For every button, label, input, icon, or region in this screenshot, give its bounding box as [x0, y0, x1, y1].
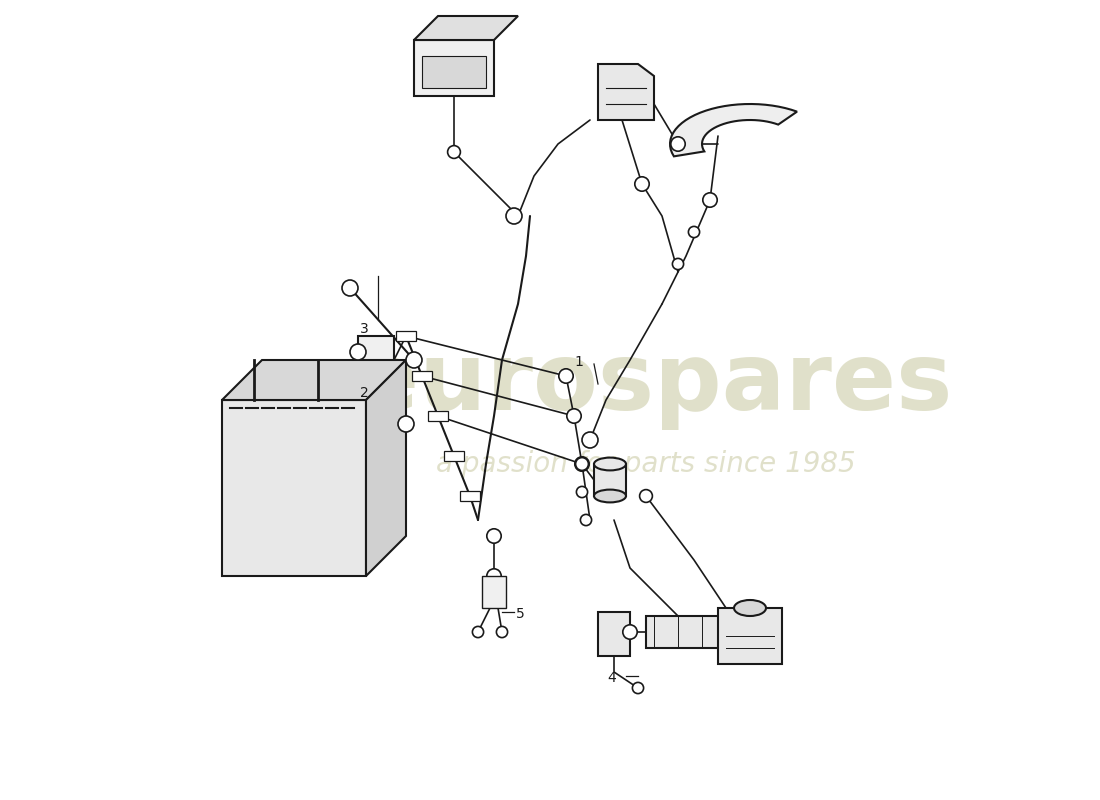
Ellipse shape: [594, 490, 626, 502]
Polygon shape: [366, 360, 406, 576]
Bar: [444, 451, 463, 461]
Circle shape: [575, 458, 589, 470]
Polygon shape: [670, 104, 798, 156]
Circle shape: [689, 226, 700, 238]
Circle shape: [639, 490, 652, 502]
Bar: [412, 371, 431, 381]
Circle shape: [623, 625, 637, 639]
FancyBboxPatch shape: [422, 56, 486, 88]
Circle shape: [672, 258, 683, 270]
Circle shape: [350, 344, 366, 360]
Circle shape: [671, 137, 685, 151]
Circle shape: [487, 529, 502, 543]
Text: 5: 5: [516, 607, 525, 622]
Circle shape: [575, 457, 590, 471]
Circle shape: [632, 682, 644, 694]
Circle shape: [496, 626, 507, 638]
Bar: [594, 464, 626, 496]
Polygon shape: [414, 16, 518, 40]
Circle shape: [559, 369, 573, 383]
Circle shape: [487, 569, 502, 583]
Bar: [598, 612, 630, 656]
Polygon shape: [222, 360, 406, 400]
Bar: [396, 331, 416, 341]
Text: 2: 2: [360, 386, 368, 399]
Text: a passion for parts since 1985: a passion for parts since 1985: [437, 450, 856, 478]
Text: 3: 3: [360, 322, 368, 336]
Text: 1: 1: [574, 354, 584, 369]
Text: eurospares: eurospares: [355, 338, 953, 430]
Polygon shape: [646, 616, 726, 648]
Circle shape: [635, 177, 649, 191]
Polygon shape: [598, 64, 654, 120]
Circle shape: [576, 486, 587, 498]
Bar: [428, 411, 448, 421]
Circle shape: [448, 146, 461, 158]
Circle shape: [506, 208, 522, 224]
Polygon shape: [718, 608, 782, 664]
Circle shape: [566, 409, 581, 423]
Circle shape: [582, 432, 598, 448]
Polygon shape: [414, 40, 494, 96]
Circle shape: [342, 280, 358, 296]
Text: 4: 4: [607, 670, 616, 685]
Ellipse shape: [594, 458, 626, 470]
Circle shape: [472, 626, 484, 638]
Circle shape: [406, 352, 422, 368]
Bar: [482, 576, 506, 608]
Circle shape: [581, 514, 592, 526]
Ellipse shape: [734, 600, 766, 616]
Circle shape: [398, 416, 414, 432]
Bar: [358, 336, 394, 384]
Bar: [222, 400, 366, 576]
Bar: [461, 491, 480, 501]
Circle shape: [703, 193, 717, 207]
